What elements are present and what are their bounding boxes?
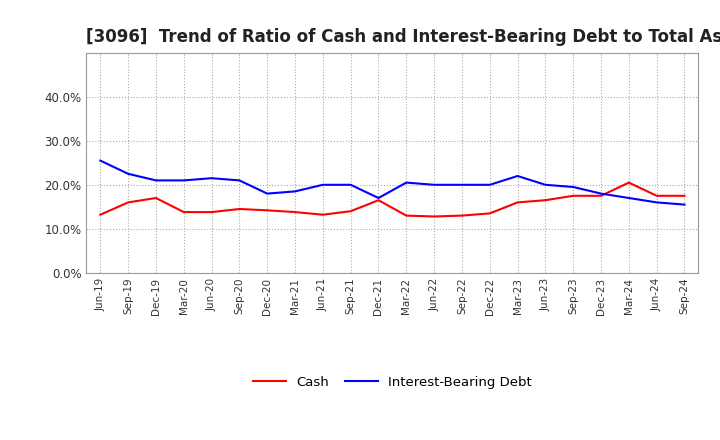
Cash (597, 193, 606, 198)
Interest-Bearing Debt (374, 195, 383, 201)
Interest-Bearing Debt (541, 182, 550, 187)
Cash (96, 212, 104, 217)
Cash (458, 213, 467, 218)
Cash (624, 180, 633, 185)
Cash (485, 211, 494, 216)
Cash (318, 212, 327, 217)
Cash (652, 193, 661, 198)
Cash (124, 200, 132, 205)
Interest-Bearing Debt (235, 178, 243, 183)
Cash (402, 213, 410, 218)
Cash (513, 200, 522, 205)
Interest-Bearing Debt (652, 200, 661, 205)
Interest-Bearing Debt (569, 184, 577, 190)
Text: [3096]  Trend of Ratio of Cash and Interest-Bearing Debt to Total Assets: [3096] Trend of Ratio of Cash and Intere… (86, 28, 720, 46)
Interest-Bearing Debt (513, 173, 522, 179)
Interest-Bearing Debt (124, 171, 132, 176)
Interest-Bearing Debt (624, 195, 633, 201)
Interest-Bearing Debt (207, 176, 216, 181)
Cash (207, 209, 216, 215)
Cash (374, 198, 383, 203)
Cash (152, 195, 161, 201)
Interest-Bearing Debt (152, 178, 161, 183)
Cash (569, 193, 577, 198)
Cash (680, 193, 689, 198)
Interest-Bearing Debt (597, 191, 606, 196)
Line: Cash: Cash (100, 183, 685, 216)
Cash (541, 198, 550, 203)
Cash (179, 209, 188, 215)
Interest-Bearing Debt (346, 182, 355, 187)
Interest-Bearing Debt (680, 202, 689, 207)
Interest-Bearing Debt (179, 178, 188, 183)
Cash (346, 209, 355, 214)
Interest-Bearing Debt (402, 180, 410, 185)
Cash (430, 214, 438, 219)
Legend: Cash, Interest-Bearing Debt: Cash, Interest-Bearing Debt (248, 370, 537, 394)
Interest-Bearing Debt (318, 182, 327, 187)
Interest-Bearing Debt (263, 191, 271, 196)
Cash (263, 208, 271, 213)
Cash (235, 206, 243, 212)
Line: Interest-Bearing Debt: Interest-Bearing Debt (100, 161, 685, 205)
Interest-Bearing Debt (96, 158, 104, 163)
Interest-Bearing Debt (430, 182, 438, 187)
Interest-Bearing Debt (458, 182, 467, 187)
Interest-Bearing Debt (291, 189, 300, 194)
Cash (291, 209, 300, 215)
Interest-Bearing Debt (485, 182, 494, 187)
